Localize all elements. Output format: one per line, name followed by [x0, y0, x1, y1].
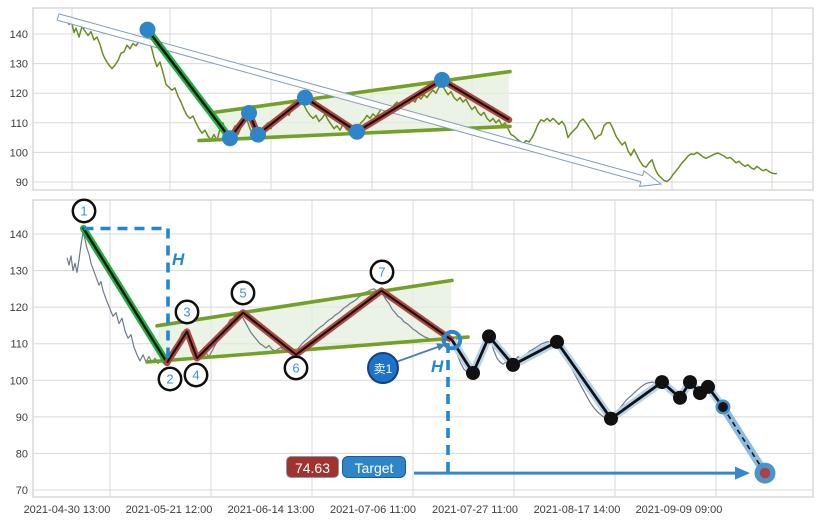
y-tick-label: 110 — [10, 339, 28, 351]
y-tick-label: 110 — [10, 118, 28, 130]
y-tick-label: 120 — [10, 88, 28, 100]
swing-dot[interactable] — [482, 329, 496, 344]
forecast-start-dot[interactable] — [715, 399, 731, 415]
sell-pointer-arrowhead — [436, 343, 446, 351]
swing-dot[interactable] — [550, 334, 564, 349]
impulse-trend-core — [82, 227, 169, 364]
height-measure-label-2: H — [431, 357, 444, 376]
pivot-dot[interactable] — [250, 126, 266, 143]
swing-dot[interactable] — [673, 390, 687, 405]
wave-number-circle[interactable] — [183, 362, 209, 388]
main-panel-border — [32, 199, 814, 498]
pivot-dot[interactable] — [349, 123, 365, 140]
target-label-badge[interactable]: Target — [342, 456, 406, 478]
wave-number-circle[interactable] — [174, 299, 200, 325]
wave-number-circle[interactable] — [369, 259, 395, 285]
wave-number-label: 4 — [192, 368, 199, 383]
swing-dot[interactable] — [466, 366, 480, 380]
sell-signal-badge[interactable]: 卖1 — [367, 352, 399, 384]
y-tick-label: 120 — [10, 302, 28, 314]
swing-dot[interactable] — [701, 379, 715, 394]
wave-number-circle[interactable] — [230, 280, 256, 306]
y-tick-label: 100 — [10, 147, 28, 159]
x-tick-label: 2021-05-21 12:00 — [126, 504, 213, 516]
y-tick-label: 90 — [16, 412, 28, 424]
overview-panel: 140 130 120 110 100 90 — [10, 7, 814, 191]
y-tick-label: 90 — [16, 177, 28, 189]
x-tick-label: 2021-06-14 13:00 — [228, 504, 315, 516]
x-tick-label: 2021-08-17 14:00 — [534, 504, 621, 516]
y-tick-label: 140 — [10, 229, 28, 241]
wave-number-circle[interactable] — [283, 355, 309, 381]
y-tick-label: 130 — [10, 266, 28, 278]
target-marker-inner — [759, 467, 771, 479]
wave-number-label: 3 — [183, 305, 190, 320]
swing-dot[interactable] — [506, 357, 520, 372]
wave-number-label: 1 — [80, 204, 87, 219]
wave-number-label: 6 — [292, 361, 299, 376]
y-tick-label: 80 — [16, 448, 28, 460]
x-tick-label: 2021-09-09 09:00 — [636, 504, 723, 516]
pivot-dot[interactable] — [222, 130, 238, 147]
x-tick-label: 2021-04-30 13:00 — [24, 504, 111, 516]
pivot-dot[interactable] — [139, 21, 156, 38]
x-tick-label: 2021-07-27 11:00 — [432, 504, 518, 516]
height-measure-label-1: H — [172, 250, 185, 269]
main-panel: 140 130 120 110 100 90 80 70 1 2 3 4 5 6 7 — [10, 198, 814, 498]
target-price-badge[interactable]: 74.63 — [286, 456, 339, 478]
channel-fill — [150, 281, 451, 362]
wave-number-circle[interactable] — [157, 366, 183, 392]
pivot-dot[interactable] — [434, 71, 450, 88]
wave-zigzag-core — [166, 289, 453, 364]
pivot-dot[interactable] — [297, 89, 313, 106]
y-tick-label: 130 — [10, 59, 28, 71]
forecast-dashed-line[interactable] — [722, 406, 766, 474]
swing-dot[interactable] — [655, 375, 669, 390]
wave-number-circle[interactable] — [71, 198, 97, 224]
wave-number-label: 7 — [378, 265, 385, 280]
swing-dot[interactable] — [683, 375, 697, 390]
impulse-trend-core — [146, 28, 232, 140]
swing-dot[interactable] — [604, 411, 618, 426]
price-line — [66, 17, 778, 183]
x-tick-label: 2021-07-06 11:00 — [330, 504, 416, 516]
pivot-dot[interactable] — [241, 105, 257, 121]
wave-number-label: 2 — [166, 372, 173, 387]
wave-number-label: 5 — [239, 286, 246, 301]
y-tick-label: 140 — [10, 29, 28, 41]
target-arrowhead — [735, 466, 750, 480]
channel-upper-line[interactable] — [212, 69, 512, 115]
sell-point-ring[interactable] — [441, 329, 463, 351]
y-tick-label: 100 — [10, 375, 28, 387]
channel-upper-line[interactable] — [155, 278, 454, 328]
y-tick-label: 70 — [16, 485, 28, 497]
